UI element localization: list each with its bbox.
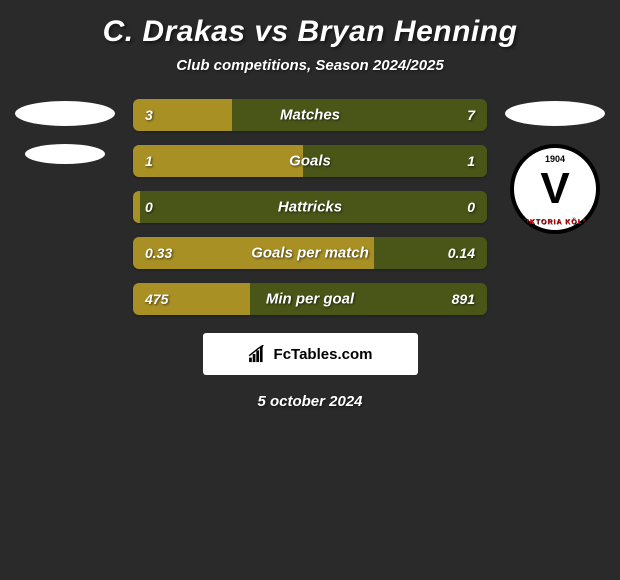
stat-label: Goals [289,153,331,170]
left-avatars [15,99,115,164]
stat-bars: 3 7 Matches 1 1 Goals 0 0 Hattricks 0.33 0.14 Goals… [133,99,487,315]
player-avatar-placeholder [15,101,115,126]
chart-icon [248,345,270,363]
stat-value-left: 475 [145,291,168,307]
stat-bar-left [133,191,140,223]
subtitle: Club competitions, Season 2024/2025 [15,57,605,99]
club-badge-name: VIKTORIA KÖLN [512,219,598,226]
stat-label: Matches [280,107,340,124]
club-badge-ring: VIKTORIA KÖLN [512,190,598,232]
page-title: C. Drakas vs Bryan Henning [15,0,605,57]
stat-value-right: 7 [467,107,475,123]
stat-value-right: 1 [467,153,475,169]
stats-area: 3 7 Matches 1 1 Goals 0 0 Hattricks 0.33 0.14 Goals… [15,99,605,315]
club-avatar-placeholder [25,144,105,164]
stat-value-right: 891 [452,291,475,307]
date-text: 5 october 2024 [15,375,605,410]
stat-value-left: 1 [145,153,153,169]
stat-value-right: 0.14 [448,245,475,261]
stat-bar-left [133,145,303,177]
club-badge-year: 1904 [543,154,567,164]
stat-label: Min per goal [266,291,354,308]
right-avatars: 1904 V VIKTORIA KÖLN [505,99,605,234]
stat-row: 1 1 Goals [133,145,487,177]
stat-row: 475 891 Min per goal [133,283,487,315]
stat-label: Goals per match [251,245,369,262]
brand-box[interactable]: FcTables.com [203,333,418,375]
stat-row: 3 7 Matches [133,99,487,131]
stat-row: 0 0 Hattricks [133,191,487,223]
stat-value-left: 0.33 [145,245,172,261]
brand-text: FcTables.com [274,346,373,363]
stat-value-left: 0 [145,199,153,215]
stat-row: 0.33 0.14 Goals per match [133,237,487,269]
club-badge: 1904 V VIKTORIA KÖLN [510,144,600,234]
stat-bar-right [232,99,487,131]
stat-value-right: 0 [467,199,475,215]
stat-value-left: 3 [145,107,153,123]
player-avatar-placeholder [505,101,605,126]
stat-label: Hattricks [278,199,342,216]
